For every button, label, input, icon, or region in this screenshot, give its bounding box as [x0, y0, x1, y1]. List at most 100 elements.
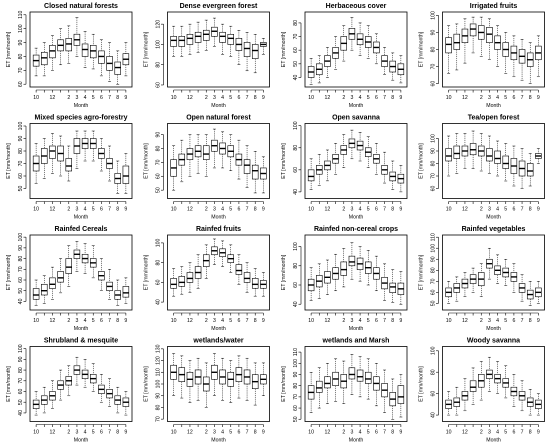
- panel-13-xtick-label-2: 2: [205, 430, 208, 436]
- panel-8-ytick-label-2: 60: [18, 277, 24, 283]
- panel-2-box-1: [332, 36, 339, 70]
- panel-10-xtick-label-3: 3: [350, 318, 353, 324]
- panel-13-ytick-label-6: 130: [156, 344, 162, 353]
- panel-3-ylabel: ET [mm/month]: [419, 31, 425, 67]
- panel-3-ytick-label-3: 90: [431, 29, 437, 35]
- panel-2-box-8: [389, 52, 396, 81]
- panel-14-box-12: [324, 363, 331, 404]
- panel-10-xtick-label-10: 10: [308, 318, 314, 324]
- panel-4-title: Mixed species agro-forestry: [35, 115, 128, 122]
- panel-2-xtick-label-12: 12: [325, 95, 331, 101]
- panel-10-xtick-label-7: 7: [383, 318, 386, 324]
- panel-0-title: Closed natural forests: [44, 3, 118, 10]
- panel-3-xtick-label-3: 3: [488, 95, 491, 101]
- panel-3-plot-frame: [442, 11, 545, 88]
- panel-2-box-11: [316, 55, 323, 84]
- panel-0-xlabel: Month: [74, 103, 89, 109]
- panel-6-plot-frame: [304, 123, 408, 199]
- panel-0-ytick-label-5: 110: [18, 11, 24, 19]
- panel-14-iqr-5: [365, 371, 372, 384]
- panel-7-box-4: [494, 140, 501, 177]
- panel-15-ytick-label-3: 100: [431, 346, 437, 355]
- panel-10-xlabel: Month: [349, 326, 364, 332]
- panel-6-ytick-label-2: 80: [293, 145, 299, 151]
- panel-9-title: Rainfed fruits: [196, 226, 241, 233]
- panel-7-iqr-8: [526, 163, 534, 177]
- panel-4-iqr-2: [65, 158, 72, 172]
- panel-6-xtick-label-8: 8: [391, 207, 394, 213]
- panel-15-xtick-label-2: 2: [480, 430, 483, 436]
- panel-8-iqr-2: [65, 258, 72, 274]
- panel-12-xtick-label-4: 4: [84, 430, 87, 436]
- panel-5: Open natural forest 50 60 70 80 90 ET [mm/mont…: [144, 115, 270, 221]
- panel-5-xtick-label-8: 8: [254, 207, 257, 213]
- panel-12-title: Shrubland & mesquite: [44, 338, 118, 345]
- panel-6-ytick-label-0: 40: [293, 189, 299, 195]
- panel-12-ytick-label-1: 50: [18, 399, 24, 405]
- panel-12-box-10: [32, 391, 40, 416]
- panel-1: Dense evergreen forest 60 80 100 120 ET [mm/m…: [144, 3, 270, 109]
- panel-9-box-1: [194, 254, 202, 289]
- panel-3-xtick-label-5: 5: [504, 95, 507, 101]
- panel-1-iqr-11: [178, 36, 186, 47]
- panel-1-iqr-7: [243, 42, 251, 57]
- panel-9-box-3: [211, 238, 218, 265]
- panel-10-ylabel: ET [mm/month]: [281, 254, 287, 290]
- panel-7-box-1: [469, 130, 477, 169]
- panel-3-box-1: [469, 16, 477, 54]
- panel-10-box-8: [389, 269, 396, 303]
- panel-4-xtick-label-2: 2: [67, 207, 70, 213]
- panel-7-ytick-label-1: 70: [431, 173, 437, 179]
- panel-5-box-10: [170, 145, 177, 191]
- panel-1-box-11: [178, 25, 186, 57]
- panel-7-ytick-label-3: 90: [431, 148, 437, 154]
- panel-7-box-8: [526, 153, 534, 187]
- panel-14-title: wetlands and Marsh: [322, 338, 390, 345]
- panel-11-ytick-label-4: 90: [431, 256, 437, 262]
- panel-8-ytick-label-3: 70: [18, 266, 24, 272]
- panel-2: Herbaceous cover 40 50 60 70 80 ET [mm/month] 1…: [281, 3, 408, 109]
- panel-1-ytick-label-0: 60: [156, 82, 162, 88]
- panel-4-plot-frame: [29, 123, 133, 199]
- panel-10-ytick-label-3: 100: [293, 242, 299, 251]
- panel-14-xlabel: Month: [349, 438, 364, 444]
- panel-2-xtick-label-3: 3: [350, 95, 353, 101]
- panel-15-xtick-label-7: 7: [521, 430, 524, 436]
- panel-14-xtick-label-6: 6: [375, 430, 378, 436]
- panel-14-ytick-label-5: 100: [293, 359, 299, 368]
- panel-2-xtick-label-8: 8: [391, 95, 394, 101]
- panel-3-box-7: [518, 39, 526, 81]
- panel-14-iqr-12: [324, 376, 331, 389]
- panel-3-box-5: [502, 32, 509, 74]
- panel-15: Woody savanna 40 60 80 100 ET [mm/month] 10 12 2…: [419, 338, 545, 444]
- panel-8-box-12: [49, 266, 56, 300]
- panel-9-xtick-label-12: 12: [187, 318, 193, 324]
- panel-4: Mixed species agro-forestry 50 60 70 80 90 100…: [6, 115, 133, 221]
- panel-4-xtick-label-10: 10: [33, 207, 39, 213]
- panel-14-box-7: [381, 369, 388, 413]
- panel-11-ytick-label-6: 110: [431, 233, 437, 241]
- panel-5-ylabel: ET [mm/month]: [144, 143, 150, 179]
- panel-4-xtick-label-4: 4: [84, 207, 87, 213]
- panel-2-ytick-label-3: 70: [293, 34, 299, 40]
- panel-12-box-9: [122, 391, 130, 416]
- panel-3-box-11: [453, 23, 461, 71]
- panel-6-xlabel: Month: [349, 215, 364, 221]
- panel-10-box-2: [340, 248, 347, 288]
- panel-5-xtick-label-2: 2: [205, 207, 208, 213]
- panel-5-box-3: [211, 128, 218, 169]
- panel-12-box-5: [90, 363, 97, 392]
- panel-9-xtick-label-7: 7: [246, 318, 249, 324]
- panel-9-iqr-10: [170, 278, 177, 289]
- panel-12-ytick-label-4: 80: [18, 367, 24, 373]
- panel-8: Rainfed Cereals 40 50 60 70 80 90 100 ET [mm/mon…: [6, 226, 133, 332]
- panel-12-box-1: [57, 369, 64, 401]
- panel-3-box-12: [461, 18, 469, 64]
- panel-9-xtick-label-10: 10: [171, 318, 177, 324]
- panel-13-box-7: [243, 357, 251, 401]
- panel-9-box-8: [251, 268, 259, 297]
- panel-3-xtick-label-2: 2: [480, 95, 483, 101]
- panel-13-xtick-label-8: 8: [254, 430, 257, 436]
- panel-14-box-3: [348, 354, 356, 395]
- panel-13-xtick-label-4: 4: [221, 430, 224, 436]
